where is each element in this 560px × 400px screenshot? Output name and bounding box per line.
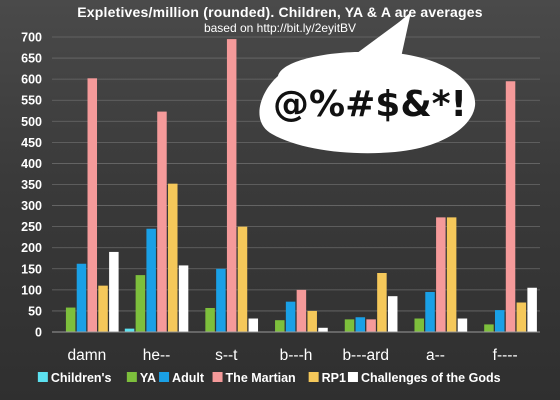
x-tick-label: a--: [426, 347, 445, 364]
bar-f-----YA: [484, 324, 494, 332]
bar-b---ard-YA: [344, 319, 355, 332]
bar-a---YA: [414, 318, 424, 332]
chart-title: Expletives/million (rounded). Children, …: [77, 4, 483, 20]
bar-f-----Challenges of the Gods: [527, 287, 537, 332]
y-tick-label: 450: [21, 136, 42, 150]
x-tick-label: s--t: [215, 347, 238, 364]
bar-s--t-YA: [205, 307, 215, 332]
bar-a---The Martian: [436, 217, 446, 332]
bar-f-----The Martian: [505, 81, 516, 332]
bar-f-----RP1: [516, 302, 527, 332]
legend-label: Adult: [172, 371, 205, 385]
bar-damn-Adult: [76, 263, 87, 332]
bar-b---h-YA: [275, 320, 285, 332]
y-tick-label: 150: [21, 262, 42, 276]
x-tick-label: b---ard: [342, 347, 389, 364]
bar-a---Challenges of the Gods: [457, 318, 468, 332]
bar-he---The Martian: [157, 111, 167, 332]
speech-bubble-tail: [350, 12, 411, 64]
bar-he---Challenges of the Gods: [178, 265, 189, 332]
legend-label: The Martian: [226, 371, 296, 385]
chart-subtitle: based on http://bit.ly/2eyitBV: [203, 21, 357, 35]
y-tick-label: 550: [21, 94, 42, 108]
bar-s--t-RP1: [237, 226, 248, 332]
x-tick-label: f----: [493, 347, 518, 364]
bar-damn-Challenges of the Gods: [109, 251, 119, 332]
bar-he---Adult: [146, 228, 156, 332]
legend: Children's YA Adult The Martian RP1 Challenge…: [37, 371, 501, 385]
x-tick-label: damn: [67, 347, 106, 364]
legend-label: Children's: [51, 371, 112, 385]
speech-bubble-body: [271, 54, 473, 152]
y-tick-label: 200: [21, 241, 42, 255]
legend-swatch-Adult: [159, 372, 170, 382]
bar-b---ard-Adult: [355, 317, 366, 332]
y-tick-label: 250: [21, 220, 42, 234]
bar-he---RP1: [168, 183, 178, 332]
bar-f-----Adult: [494, 310, 505, 332]
callout-text: @%#$&*!: [273, 84, 467, 125]
y-tick-label: 650: [21, 52, 42, 66]
bar-b---ard-RP1: [377, 273, 387, 332]
y-tick-label: 350: [21, 178, 42, 192]
bar-s--t-Adult: [216, 268, 226, 332]
bar-he---YA: [135, 275, 146, 332]
legend-swatch-YA: [126, 372, 137, 382]
bar-he---Children's: [124, 328, 135, 332]
legend-swatch-Challenges of the Gods: [347, 372, 358, 382]
y-tick-label: 100: [21, 283, 42, 297]
y-tick-label: 500: [21, 115, 42, 129]
x-tick-label: b---h: [280, 347, 313, 364]
legend-label: YA: [140, 371, 156, 385]
speech-bubble: @%#$&*!: [259, 12, 476, 154]
y-tick-label: 50: [28, 304, 42, 318]
bar-damn-RP1: [98, 285, 108, 332]
bar-b---h-The Martian: [296, 289, 307, 332]
bar-a---Adult: [425, 291, 435, 332]
bar-s--t-The Martian: [226, 39, 237, 333]
y-tick-label: 600: [21, 73, 42, 87]
legend-label: Challenges of the Gods: [361, 371, 501, 385]
bar-b---h-Adult: [285, 301, 296, 332]
bar-b---ard-Challenges of the Gods: [387, 296, 398, 332]
bar-b---h-Challenges of the Gods: [318, 327, 328, 332]
bar-a---RP1: [446, 217, 457, 332]
legend-swatch-RP1: [308, 372, 319, 382]
y-tick-label: 300: [21, 199, 42, 213]
y-tick-label: 0: [35, 326, 42, 340]
legend-label: RP1: [322, 371, 346, 385]
x-tick-label: he--: [143, 347, 171, 364]
bar-b---h-RP1: [307, 310, 317, 332]
legend-swatch-Children's: [37, 372, 48, 382]
y-tick-label: 700: [21, 31, 42, 45]
legend-swatch-The Martian: [212, 372, 223, 382]
bar-s--t-Challenges of the Gods: [248, 318, 259, 332]
y-tick-label: 400: [21, 157, 42, 171]
bar-damn-YA: [65, 307, 76, 332]
bar-b---ard-The Martian: [366, 319, 376, 332]
bar-damn-The Martian: [87, 78, 98, 332]
